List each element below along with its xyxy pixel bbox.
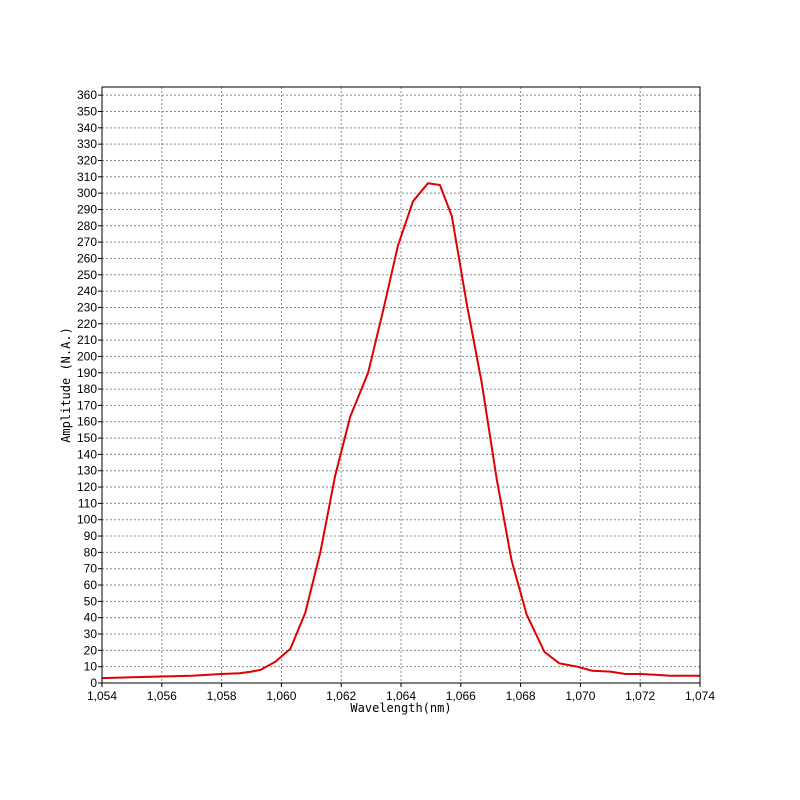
series-line bbox=[101, 182, 700, 680]
x-tick-label: 1,066 bbox=[446, 689, 476, 703]
y-tick-label: 80 bbox=[84, 545, 98, 559]
y-tick-label: 230 bbox=[77, 300, 97, 314]
x-tick-label: 1,062 bbox=[326, 689, 356, 703]
y-tick-label: 340 bbox=[77, 121, 97, 135]
y-tick-label: 350 bbox=[77, 104, 97, 118]
x-tick-label: 1,068 bbox=[506, 689, 536, 703]
y-tick-label: 360 bbox=[77, 88, 97, 102]
x-axis-title: Wavelength(nm) bbox=[350, 701, 451, 715]
y-tick-label: 20 bbox=[84, 643, 98, 657]
y-tick-label: 240 bbox=[77, 284, 97, 298]
x-tick-label: 1,060 bbox=[266, 689, 296, 703]
y-tick-label: 310 bbox=[77, 170, 97, 184]
y-tick-label: 260 bbox=[77, 251, 97, 265]
y-tick-label: 100 bbox=[77, 513, 97, 527]
y-tick-label: 220 bbox=[77, 317, 97, 331]
y-tick-label: 130 bbox=[77, 464, 97, 478]
y-tick-label: 330 bbox=[77, 137, 97, 151]
x-tick-label: 1,064 bbox=[386, 689, 416, 703]
y-tick-label: 30 bbox=[84, 627, 98, 641]
x-tick-label: 1,056 bbox=[147, 689, 177, 703]
y-tick-label: 120 bbox=[77, 480, 97, 494]
y-tick-label: 190 bbox=[77, 366, 97, 380]
y-tick-label: 290 bbox=[77, 202, 97, 216]
y-tick-label: 70 bbox=[84, 562, 98, 576]
y-axis-ticks: 0 10 20 30 40 50 60 70 80 90 100 110 120 130 140 150 160… bbox=[77, 88, 102, 690]
x-tick-label: 1,054 bbox=[87, 689, 117, 703]
y-tick-label: 250 bbox=[77, 268, 97, 282]
y-tick-label: 210 bbox=[77, 333, 97, 347]
y-tick-label: 320 bbox=[77, 153, 97, 167]
y-tick-label: 110 bbox=[78, 496, 97, 510]
y-tick-label: 300 bbox=[77, 186, 97, 200]
series-layer bbox=[101, 182, 700, 680]
y-tick-label: 200 bbox=[77, 349, 97, 363]
gridlines bbox=[102, 87, 700, 683]
y-tick-label: 270 bbox=[77, 235, 97, 249]
x-tick-label: 1,070 bbox=[565, 689, 595, 703]
x-tick-label: 1,072 bbox=[625, 689, 655, 703]
x-axis-ticks: 1,054 1,056 1,058 1,060 1,062 1,064 1,066 1,068… bbox=[87, 683, 715, 703]
y-tick-label: 160 bbox=[77, 415, 97, 429]
y-tick-label: 40 bbox=[84, 611, 98, 625]
y-tick-label: 60 bbox=[84, 578, 98, 592]
y-tick-label: 170 bbox=[77, 398, 97, 412]
y-axis-title: Amplitude (N.A.) bbox=[59, 327, 73, 443]
y-tick-label: 10 bbox=[84, 660, 98, 674]
y-tick-label: 50 bbox=[84, 594, 98, 608]
y-tick-label: 0 bbox=[90, 676, 97, 690]
x-tick-label: 1,058 bbox=[207, 689, 237, 703]
y-tick-label: 140 bbox=[77, 447, 97, 461]
y-tick-label: 90 bbox=[84, 529, 98, 543]
x-tick-label: 1,074 bbox=[685, 689, 715, 703]
y-tick-label: 280 bbox=[77, 219, 97, 233]
y-tick-label: 150 bbox=[77, 431, 97, 445]
y-tick-label: 180 bbox=[77, 382, 97, 396]
